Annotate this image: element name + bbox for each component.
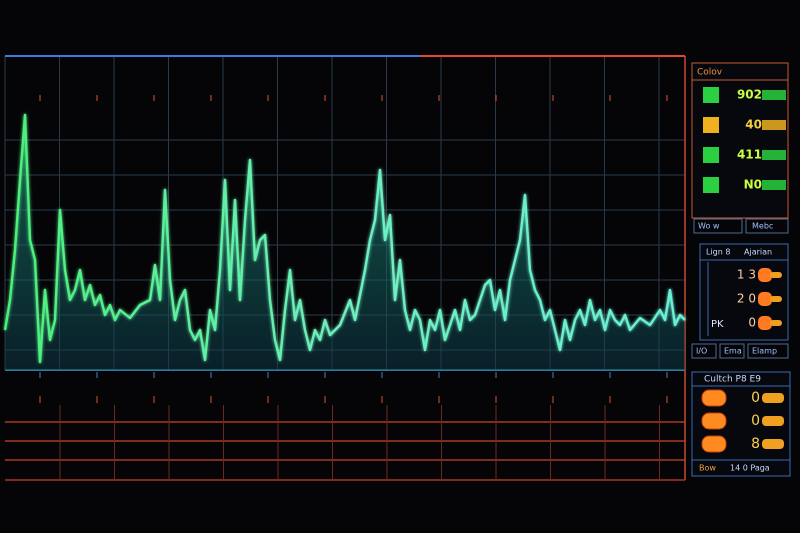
level-bar <box>762 120 786 130</box>
tab-label: Elamp <box>752 347 777 356</box>
panel <box>691 62 789 219</box>
tab[interactable] <box>719 343 745 359</box>
level-bar <box>770 272 782 278</box>
readout: 40 <box>745 118 762 132</box>
tab-label: Ema <box>724 347 742 356</box>
indicator <box>701 389 727 407</box>
tab-label: Mebc <box>752 222 773 231</box>
readout: 0 <box>751 413 760 429</box>
tab-label: Wo w <box>698 222 720 231</box>
side-label: PK <box>711 319 724 330</box>
readout: 2 0 <box>737 292 756 306</box>
indicator <box>703 177 719 193</box>
panel-title: Lign 8 <box>706 248 730 257</box>
indicator <box>758 268 772 282</box>
waveform-area <box>5 115 685 370</box>
indicator <box>758 316 772 330</box>
tab[interactable] <box>747 343 789 359</box>
panel-footer: 14 0 Paga <box>730 464 770 473</box>
tab[interactable] <box>691 343 717 359</box>
readout: 411 <box>737 148 762 162</box>
panel-title: Cultch P8 E9 <box>704 375 761 385</box>
waveform <box>3 113 686 364</box>
indicator <box>701 412 727 430</box>
indicator <box>703 117 719 133</box>
level-bar <box>770 320 782 326</box>
tab[interactable] <box>693 218 743 234</box>
level-bar <box>762 416 784 426</box>
panel-title: Ajarian <box>744 248 772 257</box>
tab[interactable] <box>745 218 789 234</box>
indicator <box>703 147 719 163</box>
panel-footer: Bow <box>699 464 716 473</box>
level-bar <box>762 90 786 100</box>
indicator <box>703 87 719 103</box>
readout: 8 <box>751 436 760 452</box>
readout-list: 1 3 2 0 0 <box>737 268 782 330</box>
level-bar <box>762 180 786 190</box>
readout-list: 0 0 8 <box>701 389 784 453</box>
indicator <box>701 435 727 453</box>
readout: 1 3 <box>737 268 756 282</box>
readout: 0 <box>748 316 756 330</box>
level-bar <box>762 150 786 160</box>
level-bar <box>762 393 784 403</box>
readout-list: 902 40 411 N0 <box>703 87 786 193</box>
tab-label: I/O <box>696 347 707 356</box>
readout: N0 <box>744 178 762 192</box>
panel-title: Colov <box>697 68 723 78</box>
level-bar <box>770 296 782 302</box>
tab-bar: I/O Ema Elamp <box>691 343 789 359</box>
level-bar <box>762 439 784 449</box>
indicator <box>758 292 772 306</box>
readout: 902 <box>737 88 762 102</box>
readout: 0 <box>751 390 760 406</box>
